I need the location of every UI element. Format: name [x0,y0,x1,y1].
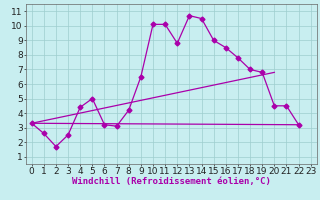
X-axis label: Windchill (Refroidissement éolien,°C): Windchill (Refroidissement éolien,°C) [72,177,271,186]
